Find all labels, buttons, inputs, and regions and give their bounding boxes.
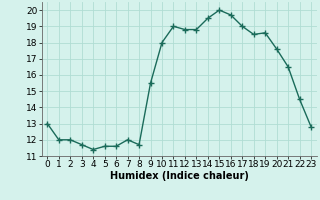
X-axis label: Humidex (Indice chaleur): Humidex (Indice chaleur) <box>110 171 249 181</box>
